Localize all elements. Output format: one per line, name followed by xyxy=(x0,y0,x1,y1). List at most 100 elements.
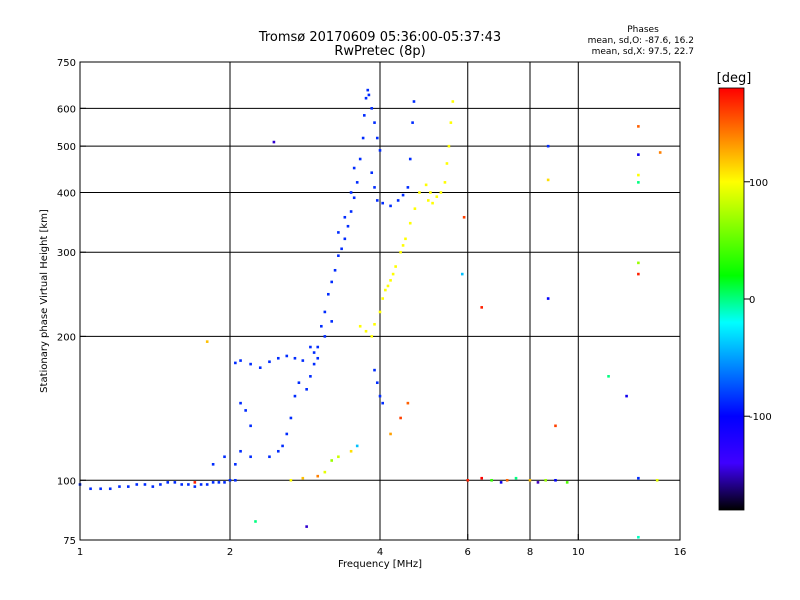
data-point xyxy=(355,181,359,184)
y-tick-label: 600 xyxy=(57,104,76,115)
phases-o-stats: mean, sd,O: -87.6, 16.2 xyxy=(588,36,694,46)
data-point xyxy=(429,191,432,194)
data-point xyxy=(337,231,340,234)
data-point xyxy=(343,215,347,219)
data-point xyxy=(406,401,410,405)
data-point xyxy=(249,455,252,459)
data-point xyxy=(320,324,323,328)
data-point xyxy=(381,297,384,300)
data-point xyxy=(384,288,387,292)
data-point xyxy=(285,354,289,358)
x-tick-label: 2 xyxy=(227,547,233,558)
data-point xyxy=(378,394,382,398)
data-point xyxy=(340,247,343,251)
data-point xyxy=(490,478,493,482)
x-tick-label: 10 xyxy=(572,547,585,558)
colorbar-label: [deg] xyxy=(717,71,752,86)
data-point xyxy=(637,535,640,539)
data-point xyxy=(411,121,414,124)
data-point xyxy=(223,455,226,459)
data-point xyxy=(143,483,147,486)
data-point xyxy=(323,470,327,474)
data-point xyxy=(394,265,397,268)
data-point xyxy=(349,191,353,194)
data-point xyxy=(480,306,484,309)
data-point xyxy=(378,310,382,314)
data-point xyxy=(316,356,320,360)
data-point xyxy=(234,361,237,365)
plot-grid xyxy=(80,62,680,540)
data-point xyxy=(399,250,402,254)
data-point xyxy=(466,478,470,482)
data-point xyxy=(352,196,356,200)
data-point xyxy=(637,181,640,184)
data-point xyxy=(323,335,327,338)
data-point xyxy=(268,360,271,364)
data-point xyxy=(289,416,293,420)
data-point xyxy=(333,268,337,272)
data-point xyxy=(546,178,550,182)
data-point xyxy=(217,481,221,484)
y-tick-label: 500 xyxy=(57,142,76,153)
x-axis-label: Frequency [MHz] xyxy=(338,559,422,570)
data-point xyxy=(108,487,112,491)
data-point xyxy=(381,401,384,405)
data-point xyxy=(554,424,557,428)
data-point xyxy=(327,292,330,296)
data-point xyxy=(418,191,421,194)
colorbar-ticks: 100 0 -100 xyxy=(744,178,772,423)
data-point xyxy=(293,394,297,398)
data-point xyxy=(301,359,305,362)
data-point xyxy=(305,525,308,528)
data-point xyxy=(426,199,430,202)
data-point xyxy=(536,481,540,484)
data-point xyxy=(159,483,162,486)
data-point xyxy=(366,88,370,92)
data-point xyxy=(408,157,412,161)
y-tick-label: 300 xyxy=(57,248,76,259)
y-tick-label: 200 xyxy=(57,332,76,343)
data-point xyxy=(364,329,368,333)
data-point xyxy=(272,140,276,144)
x-tick-label: 1 xyxy=(77,547,83,558)
data-point xyxy=(389,279,392,282)
data-point xyxy=(389,432,392,436)
data-point xyxy=(389,204,392,208)
data-point xyxy=(401,244,405,247)
data-point xyxy=(205,483,209,486)
data-point xyxy=(528,478,532,482)
data-point xyxy=(373,368,376,372)
x-tick-label: 8 xyxy=(527,547,533,558)
data-point xyxy=(364,96,368,100)
data-point xyxy=(637,153,640,156)
data-point xyxy=(413,207,417,210)
y-tick-label: 100 xyxy=(57,476,76,487)
data-point xyxy=(404,237,407,241)
data-point xyxy=(268,455,271,459)
data-point xyxy=(312,362,316,366)
data-point xyxy=(637,272,640,276)
data-point xyxy=(301,476,305,480)
data-point xyxy=(370,171,374,175)
data-point xyxy=(99,487,102,491)
data-point xyxy=(358,157,362,161)
data-point xyxy=(435,195,439,198)
data-point xyxy=(655,478,659,482)
data-point xyxy=(228,478,232,482)
data-point xyxy=(361,136,365,140)
data-point xyxy=(370,335,374,338)
data-point xyxy=(193,485,197,488)
data-point xyxy=(309,345,312,349)
data-point xyxy=(346,224,350,228)
data-point xyxy=(367,93,371,97)
data-point xyxy=(187,483,190,486)
data-point xyxy=(244,409,247,412)
data-point xyxy=(399,416,402,420)
data-point xyxy=(258,366,262,369)
data-point xyxy=(330,280,334,284)
chart-subtitle: RwPretec (8p) xyxy=(334,44,425,59)
data-point xyxy=(330,320,334,323)
data-point xyxy=(391,272,395,276)
data-point xyxy=(637,261,640,265)
data-point xyxy=(180,483,184,486)
